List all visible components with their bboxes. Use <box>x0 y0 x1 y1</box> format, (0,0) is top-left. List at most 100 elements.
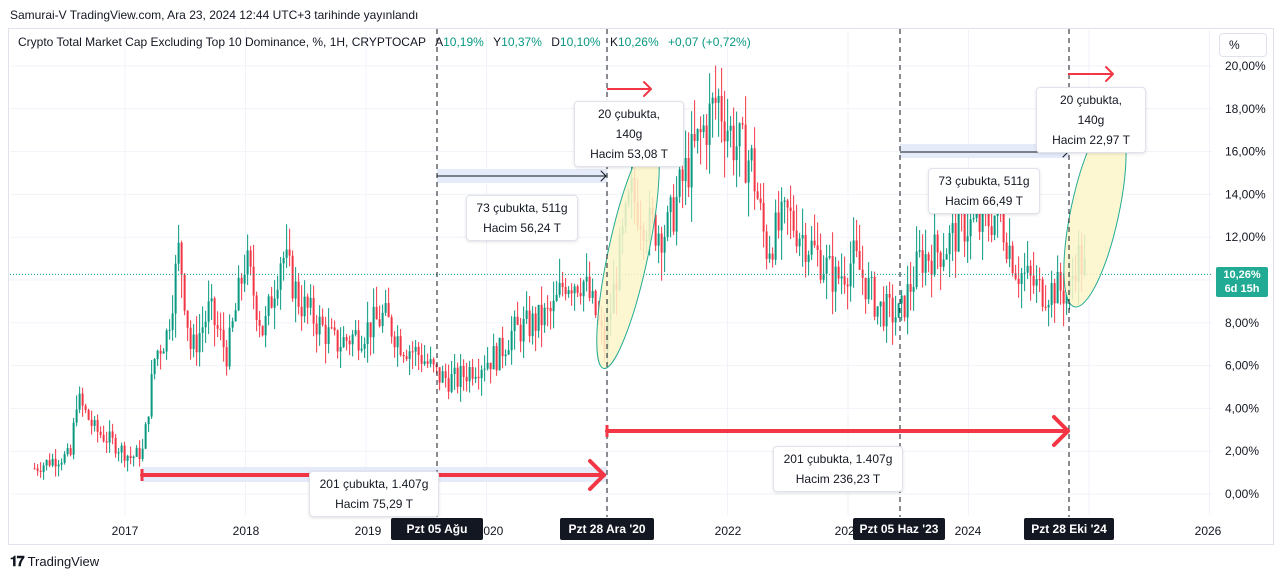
candle-body <box>558 282 561 295</box>
candle-body <box>183 274 186 311</box>
candle-body <box>816 245 819 251</box>
candle-body <box>945 254 948 260</box>
candle-body <box>768 253 771 259</box>
candle-body <box>660 233 663 253</box>
candle-body <box>96 420 99 432</box>
candle-body <box>195 334 198 353</box>
candle-body <box>849 263 852 287</box>
candle-body <box>492 346 495 370</box>
candle-body <box>462 366 465 377</box>
candle-body <box>213 298 216 326</box>
candle-body <box>549 307 552 312</box>
candle-body <box>123 445 126 461</box>
candle-body <box>456 367 459 387</box>
candle-body <box>591 290 594 298</box>
candle-body <box>909 284 912 292</box>
candle-body <box>57 464 60 467</box>
candle-body <box>765 231 768 259</box>
candle-body <box>357 330 360 351</box>
brand-footer[interactable]: 𝟏𝟕 TradingView <box>10 553 99 570</box>
candle-body <box>903 295 906 318</box>
candle-body <box>699 129 702 133</box>
candle-body <box>210 298 213 302</box>
candle-body <box>312 297 315 324</box>
tradingview-logo-icon: 𝟏𝟕 <box>10 553 25 569</box>
candle-body <box>432 359 435 365</box>
candle-body <box>39 470 42 473</box>
candle-body <box>240 277 243 284</box>
candle-body <box>570 290 573 294</box>
candle-body <box>129 455 132 459</box>
candle-body <box>378 319 381 327</box>
candle-body <box>831 255 834 292</box>
candle-body <box>99 431 102 435</box>
candle-body <box>1050 283 1053 305</box>
candle-body <box>696 129 699 141</box>
measure-volume: Hacim 56,24 T <box>483 221 561 235</box>
candle-body <box>687 158 690 188</box>
candle-body <box>927 254 930 261</box>
candle-body <box>174 263 177 314</box>
candle-body <box>1059 271 1062 291</box>
candle-body <box>972 218 975 220</box>
time-tick-label: 2018 <box>233 524 260 538</box>
measure-label: 20 çubukta, 140g Hacim 22,97 T <box>1036 87 1146 153</box>
candle-body <box>321 316 324 325</box>
candle-body <box>501 337 504 357</box>
candle-body <box>1047 304 1050 308</box>
candle-body <box>426 361 429 364</box>
candle-body <box>393 336 396 348</box>
candle-body <box>315 323 318 335</box>
candle-body <box>93 420 96 426</box>
candle-body <box>525 310 528 319</box>
candle-body <box>666 212 669 237</box>
candle-body <box>102 434 105 442</box>
candle-body <box>51 458 54 466</box>
candle-body <box>1041 279 1044 307</box>
candle-body <box>438 367 441 383</box>
candle-body <box>162 351 165 354</box>
candle-body <box>1023 272 1026 274</box>
candle-body <box>807 254 810 262</box>
close-label: K <box>609 35 618 49</box>
candle-body <box>720 95 723 122</box>
candle-body <box>261 325 264 336</box>
candle-body <box>537 304 540 331</box>
price-tick-label: 12,00% <box>1225 230 1266 244</box>
candle-body <box>390 317 393 337</box>
candle-body <box>951 223 954 234</box>
candle-body <box>471 367 474 379</box>
candle-body <box>1044 306 1047 308</box>
candle-body <box>114 437 117 454</box>
candle-body <box>561 282 564 288</box>
percent-scale-button[interactable]: % <box>1219 33 1267 57</box>
candle-body <box>138 447 141 459</box>
candle-body <box>414 346 417 352</box>
candle-body <box>276 289 279 299</box>
candle-body <box>222 329 225 348</box>
candle-body <box>918 250 921 252</box>
candle-body <box>387 303 390 318</box>
price-tick-label: 0,00% <box>1225 487 1259 501</box>
candle-body <box>402 354 405 357</box>
candle-body <box>327 327 330 344</box>
candle-body <box>150 374 153 417</box>
candle-body <box>1035 279 1038 286</box>
candle-body <box>204 321 207 328</box>
candle-body <box>690 133 693 188</box>
candle-body <box>942 259 945 267</box>
candle-body <box>714 97 717 103</box>
candle-body <box>90 419 93 426</box>
candle-body <box>930 260 933 275</box>
candle-body <box>297 281 300 307</box>
candle-body <box>36 468 39 471</box>
candle-body <box>192 334 195 349</box>
candle-body <box>870 276 873 278</box>
candle-body <box>33 468 36 470</box>
candle-body <box>381 312 384 327</box>
close-value: 10,26% <box>617 35 659 49</box>
price-tick-label: 20,00% <box>1225 59 1266 73</box>
candle-body <box>75 409 78 423</box>
measure-label: 201 çubukta, 1.407g Hacim 236,23 T <box>773 446 903 492</box>
candle-body <box>342 337 345 347</box>
